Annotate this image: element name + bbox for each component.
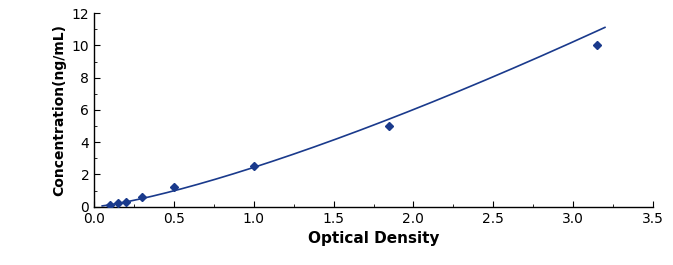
X-axis label: Optical Density: Optical Density [308,231,439,246]
Y-axis label: Concentration(ng/mL): Concentration(ng/mL) [52,24,66,196]
